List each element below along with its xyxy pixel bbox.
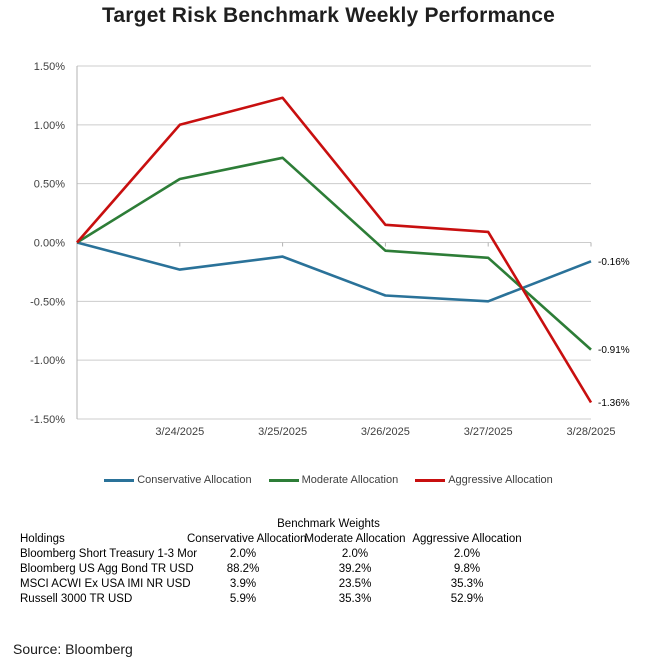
end-value-label-conservative-allocation: -0.16% xyxy=(598,257,630,268)
svg-text:3/26/2025: 3/26/2025 xyxy=(361,426,410,438)
y-axis-labels: 1.50% 1.00% 0.50% 0.00% -0.50% -1.00% -1.50% xyxy=(30,61,65,426)
table-cell: MSCI ACWI Ex USA IMI NR USD xyxy=(20,578,191,590)
legend-item-moderate-allocation: Moderate Allocation xyxy=(268,474,399,486)
table-header-cell: Holdings xyxy=(20,533,65,545)
table-grid: Holdings Conservative Allocation Moderate … xyxy=(20,532,657,607)
table-cell: 35.3% xyxy=(450,578,484,590)
svg-text:1.50%: 1.50% xyxy=(34,61,65,73)
table-cell: 88.2% xyxy=(226,563,260,575)
svg-text:-0.50%: -0.50% xyxy=(30,296,65,308)
svg-text:-1.50%: -1.50% xyxy=(30,414,65,426)
table-cell: 23.5% xyxy=(338,578,372,590)
x-axis-ticks xyxy=(76,242,592,247)
legend-label: Moderate Allocation xyxy=(301,474,399,486)
table-cell: Bloomberg US Agg Bond TR USD xyxy=(20,563,194,575)
series-line-conservative-allocation xyxy=(76,241,592,303)
table-cell: Bloomberg Short Treasury 1-3 Mor xyxy=(20,548,198,560)
svg-text:3/25/2025: 3/25/2025 xyxy=(258,426,307,438)
table-cell: 2.0% xyxy=(341,548,369,560)
chart-canvas: 1.50% 1.00% 0.50% 0.00% -0.50% -1.00% -1.50% 3/… xyxy=(30,61,630,438)
table-cell: 35.3% xyxy=(338,593,372,605)
end-value-label-aggressive-allocation: -1.36% xyxy=(598,398,630,409)
end-value-label-moderate-allocation: -0.91% xyxy=(598,345,630,356)
table-header-cell: Moderate Allocation xyxy=(304,533,406,545)
legend-line-icon-conservative-allocation xyxy=(104,478,135,482)
benchmark-weights-table: Benchmark Weights Holdings Conservative A… xyxy=(0,517,657,607)
x-axis-labels: 3/24/2025 3/25/2025 3/26/2025 3/27/2025 3/28… xyxy=(155,426,615,438)
legend-label: Conservative Allocation xyxy=(137,474,252,486)
table-title: Benchmark Weights xyxy=(277,518,380,530)
svg-text:3/24/2025: 3/24/2025 xyxy=(155,426,204,438)
performance-line-chart: 1.50% 1.00% 0.50% 0.00% -0.50% -1.00% -1.50% 3/… xyxy=(0,55,657,455)
svg-text:3/28/2025: 3/28/2025 xyxy=(567,426,616,438)
series-line-aggressive-allocation xyxy=(76,96,593,404)
series-line-moderate-allocation xyxy=(76,156,592,351)
table-cell: 9.8% xyxy=(453,563,481,575)
svg-text:-1.00%: -1.00% xyxy=(30,355,65,367)
legend-line-icon-moderate-allocation xyxy=(268,478,299,482)
legend-item-conservative-allocation: Conservative Allocation xyxy=(104,474,252,486)
svg-text:0.50%: 0.50% xyxy=(34,179,65,191)
gridlines xyxy=(77,65,591,420)
table-cell: 5.9% xyxy=(229,593,257,605)
table-cell: 2.0% xyxy=(453,548,481,560)
table-header-cell: Aggressive Allocation xyxy=(412,533,522,545)
svg-text:3/27/2025: 3/27/2025 xyxy=(464,426,513,438)
table-cell: Russell 3000 TR USD xyxy=(20,593,133,605)
table-cell: 39.2% xyxy=(338,563,372,575)
legend-item-aggressive-allocation: Aggressive Allocation xyxy=(415,474,553,486)
table-cell: 52.9% xyxy=(450,593,484,605)
svg-text:0.00%: 0.00% xyxy=(34,238,65,250)
table-cell: 2.0% xyxy=(229,548,257,560)
svg-text:1.00%: 1.00% xyxy=(34,120,65,132)
source-note: Source: Bloomberg xyxy=(13,641,133,657)
page-title: Target Risk Benchmark Weekly Performance xyxy=(101,4,556,27)
table-header-cell: Conservative Allocation xyxy=(187,533,307,545)
table-cell: 3.9% xyxy=(229,578,257,590)
chart-legend: Conservative Allocation Moderate Allocati… xyxy=(0,471,657,489)
legend-label: Aggressive Allocation xyxy=(448,474,553,486)
legend-line-icon-aggressive-allocation xyxy=(415,478,446,482)
